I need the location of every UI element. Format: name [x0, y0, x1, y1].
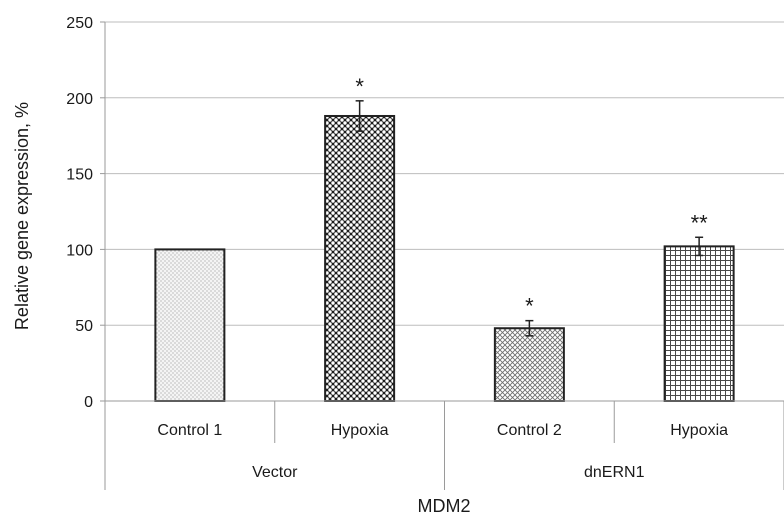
- significance-mark-4: **: [691, 210, 709, 235]
- x-axis: Control 1 Hypoxia Control 2 Hypoxia Vector dn…: [104, 22, 784, 490]
- y-tick-label: 250: [66, 15, 93, 32]
- x-group-label: Vector: [252, 464, 298, 481]
- bar-4: [663, 245, 735, 402]
- y-tick-label: 0: [84, 394, 93, 411]
- y-axis-title: Relative gene expression, %: [12, 102, 32, 330]
- significance-mark-2: *: [355, 74, 364, 99]
- bar-3: [493, 327, 565, 402]
- bar-1: [154, 248, 226, 402]
- y-tick-label: 150: [66, 167, 93, 184]
- y-axis-ticks: 0 50 100 150 200 250: [66, 15, 105, 411]
- y-tick-label: 50: [75, 318, 93, 335]
- bars: [154, 114, 735, 402]
- significance-mark-3: *: [525, 294, 534, 319]
- y-tick-label: 100: [66, 242, 93, 259]
- error-bars: [355, 100, 704, 337]
- x-axis-title: MDM2: [418, 496, 471, 516]
- x-category-label: Control 2: [497, 422, 562, 439]
- bar-2: [324, 114, 396, 402]
- x-category-label: Hypoxia: [670, 422, 728, 439]
- y-tick-label: 200: [66, 91, 93, 108]
- x-category-label: Control 1: [157, 422, 222, 439]
- x-category-label: Hypoxia: [331, 422, 389, 439]
- significance-marks: ****: [355, 74, 708, 319]
- x-group-label: dnERN1: [584, 464, 645, 481]
